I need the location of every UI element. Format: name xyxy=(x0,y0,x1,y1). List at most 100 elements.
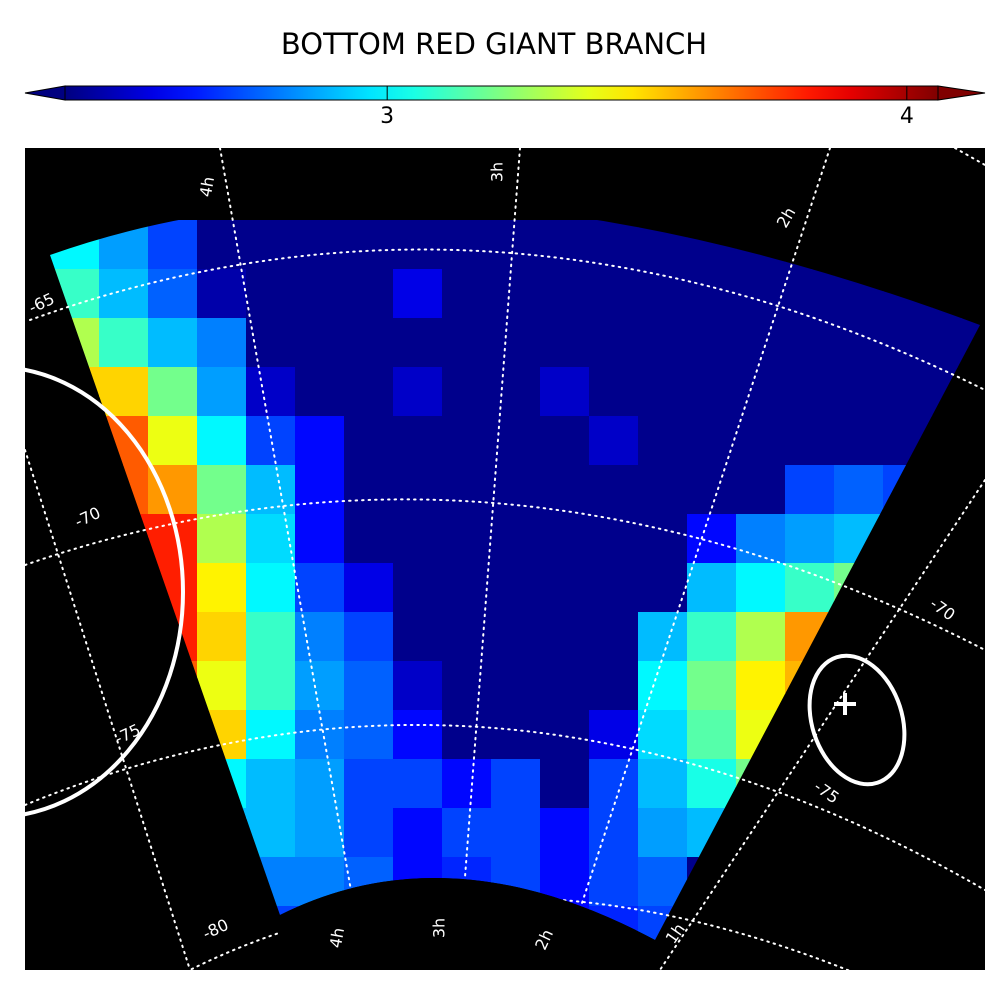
cell xyxy=(393,465,443,515)
cell xyxy=(540,514,590,564)
cell xyxy=(246,367,296,417)
cell xyxy=(393,759,443,809)
cell xyxy=(442,612,492,662)
cell xyxy=(589,318,639,368)
cell xyxy=(246,514,296,564)
cell xyxy=(491,661,541,711)
cell xyxy=(393,269,443,319)
cell xyxy=(491,514,541,564)
cell xyxy=(442,514,492,564)
cell xyxy=(687,759,737,809)
cell xyxy=(491,318,541,368)
cell xyxy=(295,808,345,858)
cell xyxy=(687,563,737,613)
cell xyxy=(442,269,492,319)
cell xyxy=(834,367,884,417)
colorbar-tick-label: 4 xyxy=(900,104,914,129)
cell xyxy=(148,416,198,466)
cell xyxy=(197,465,247,515)
cell xyxy=(393,563,443,613)
cell xyxy=(638,612,688,662)
cell xyxy=(638,416,688,466)
cell xyxy=(540,465,590,515)
cell xyxy=(687,367,737,417)
cell xyxy=(197,612,247,662)
cell xyxy=(491,416,541,466)
cell xyxy=(344,759,394,809)
cell xyxy=(197,220,247,270)
cell xyxy=(344,661,394,711)
cell xyxy=(491,808,541,858)
cell xyxy=(393,416,443,466)
cell xyxy=(393,367,443,417)
chart-title: BOTTOM RED GIANT BRANCH xyxy=(281,27,707,61)
cell xyxy=(589,416,639,466)
cell xyxy=(148,318,198,368)
cell xyxy=(442,318,492,368)
cell xyxy=(589,612,639,662)
cell xyxy=(785,416,835,466)
cell xyxy=(344,710,394,760)
cell xyxy=(883,367,933,417)
cell xyxy=(638,269,688,319)
cell xyxy=(491,269,541,319)
cell xyxy=(638,661,688,711)
cell xyxy=(785,269,835,319)
graticule-label: 3h xyxy=(430,918,449,938)
cell xyxy=(344,416,394,466)
cell xyxy=(246,759,296,809)
cell xyxy=(295,367,345,417)
cell xyxy=(99,367,149,417)
cell xyxy=(540,367,590,417)
cell xyxy=(687,612,737,662)
cell xyxy=(246,269,296,319)
cell xyxy=(442,416,492,466)
cell xyxy=(491,710,541,760)
cell xyxy=(491,612,541,662)
cell xyxy=(687,661,737,711)
cell xyxy=(540,269,590,319)
cell xyxy=(736,465,786,515)
cell xyxy=(442,465,492,515)
cell xyxy=(589,269,639,319)
cell xyxy=(295,612,345,662)
cell xyxy=(785,514,835,564)
cell xyxy=(246,465,296,515)
parallel xyxy=(25,724,985,891)
cell xyxy=(638,318,688,368)
cell xyxy=(589,710,639,760)
cell xyxy=(736,563,786,613)
parallel xyxy=(29,248,985,391)
lmc-outline xyxy=(25,367,185,817)
cell xyxy=(197,367,247,417)
cell xyxy=(295,514,345,564)
cell xyxy=(246,220,296,270)
cell xyxy=(589,759,639,809)
cell xyxy=(393,514,443,564)
cell xyxy=(540,416,590,466)
cell xyxy=(491,220,541,270)
colorbar-extend-low xyxy=(24,85,66,101)
cell xyxy=(197,563,247,613)
overlays xyxy=(25,367,907,817)
graticule-label: 3h xyxy=(488,162,507,182)
cell xyxy=(736,612,786,662)
cell xyxy=(197,318,247,368)
colorbar-extend-high xyxy=(937,85,986,101)
cell xyxy=(589,661,639,711)
cell xyxy=(785,465,835,515)
cell xyxy=(638,808,688,858)
cell xyxy=(491,563,541,613)
meridian xyxy=(559,148,831,970)
cell xyxy=(589,808,639,858)
cell xyxy=(736,514,786,564)
cell xyxy=(246,612,296,662)
cell xyxy=(148,220,198,270)
cell xyxy=(344,514,394,564)
cell xyxy=(197,514,247,564)
meridian xyxy=(954,148,985,166)
cell xyxy=(589,465,639,515)
cell xyxy=(687,269,737,319)
cell xyxy=(540,759,590,809)
